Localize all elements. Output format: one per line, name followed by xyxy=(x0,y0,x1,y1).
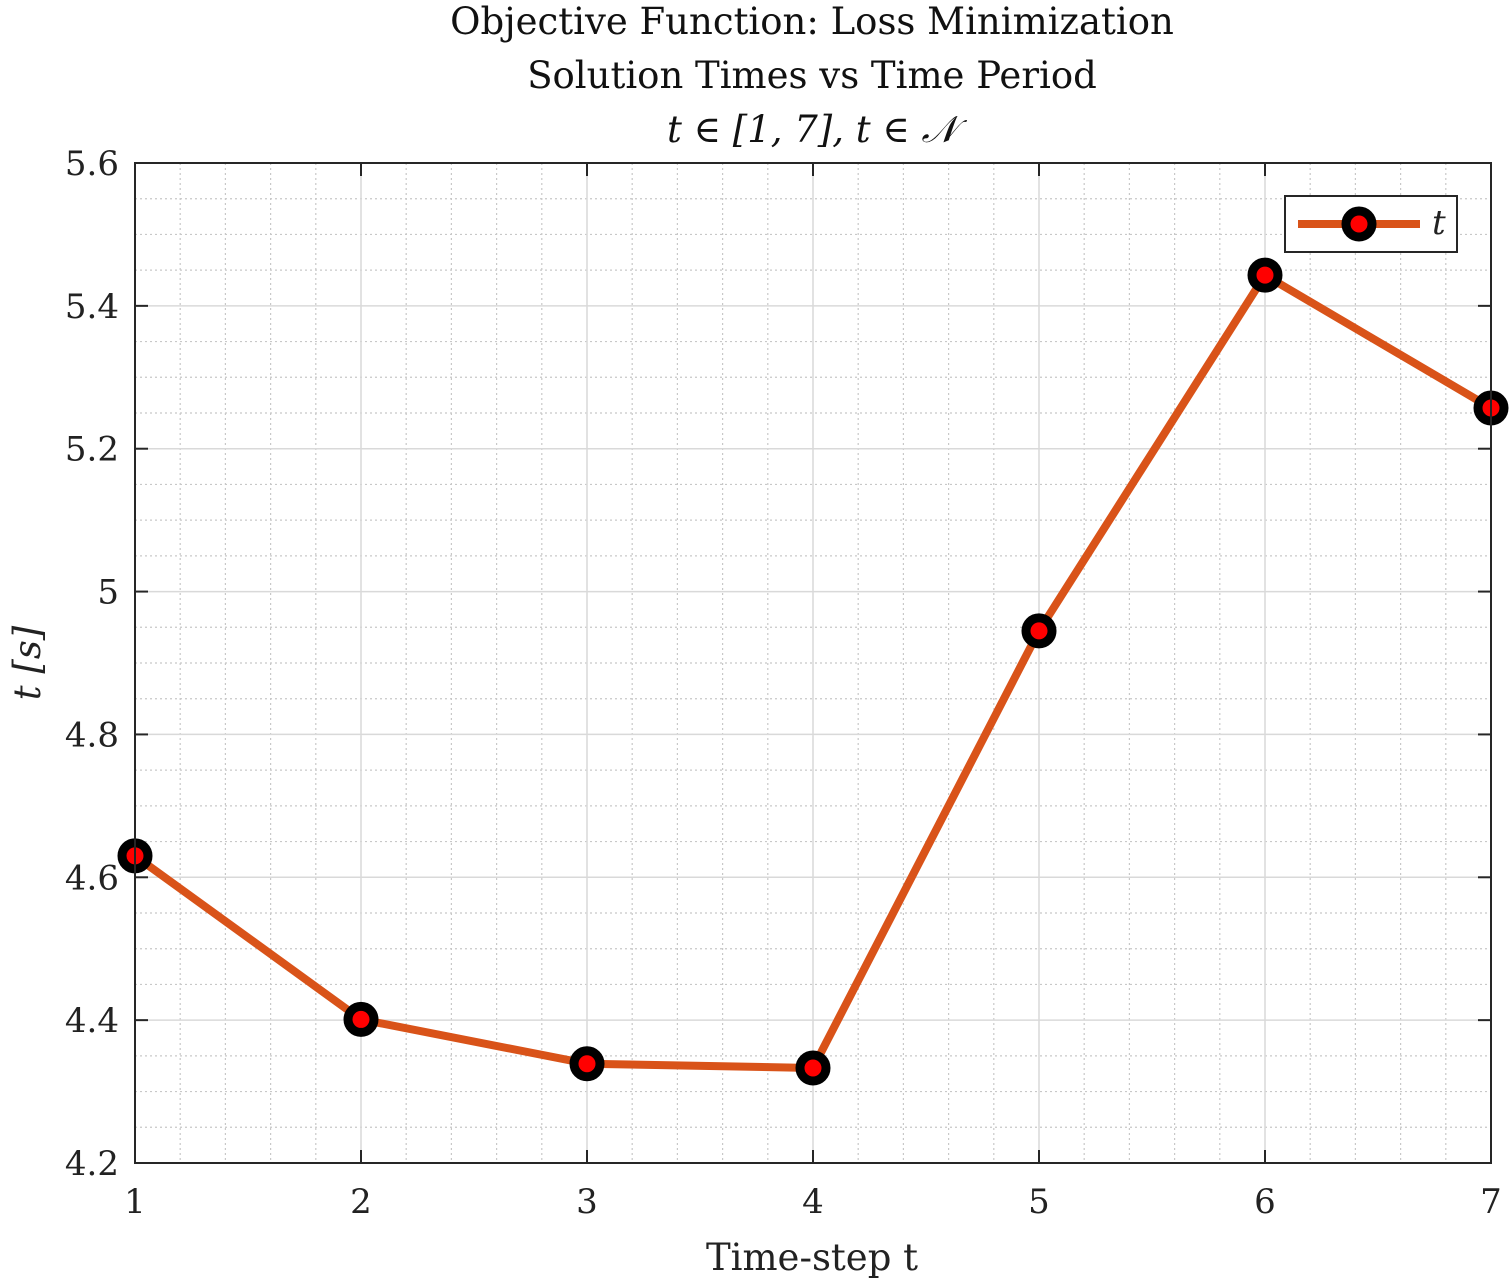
legend-marker xyxy=(1341,206,1377,242)
y-axis-label: t [s] xyxy=(6,625,49,700)
data-point xyxy=(795,1050,831,1086)
y-tick-label: 5.6 xyxy=(65,144,119,184)
legend: t xyxy=(1284,195,1458,253)
chart-title-line-3: t ∈ [1, 7], t ∈ 𝒩 xyxy=(667,108,968,151)
y-tick-label: 5.2 xyxy=(65,430,119,470)
data-point xyxy=(343,1001,379,1037)
x-tick-labels: 1 2 3 4 5 6 7 xyxy=(124,1182,1502,1222)
y-tick-labels: 4.2 4.4 4.6 4.8 5 5.2 5.4 5.6 xyxy=(65,144,119,1184)
x-tick-label: 7 xyxy=(1480,1182,1502,1222)
x-tick-label: 5 xyxy=(1028,1182,1050,1222)
x-tick-label: 6 xyxy=(1254,1182,1276,1222)
axis-ticks xyxy=(134,162,1492,1164)
y-tick-label: 4.4 xyxy=(65,1001,119,1041)
x-tick-label: 2 xyxy=(350,1182,372,1222)
x-tick-label: 3 xyxy=(576,1182,598,1222)
data-point xyxy=(1021,613,1057,649)
y-tick-label: 5 xyxy=(97,573,119,613)
data-point xyxy=(1247,257,1283,293)
y-tick-label: 4.2 xyxy=(65,1144,119,1184)
y-tick-label: 4.6 xyxy=(65,858,119,898)
legend-label: t xyxy=(1432,203,1446,243)
x-axis-label: Time-step t xyxy=(706,1236,918,1279)
y-tick-label: 4.8 xyxy=(65,715,119,755)
series-t xyxy=(117,257,1509,1086)
chart-title-line-2: Solution Times vs Time Period xyxy=(527,54,1097,97)
y-tick-label: 5.4 xyxy=(65,287,119,327)
chart-title: Objective Function: Loss Minimization So… xyxy=(450,0,1174,151)
x-tick-label: 4 xyxy=(802,1182,824,1222)
data-point xyxy=(569,1046,605,1082)
x-tick-label: 1 xyxy=(124,1182,146,1222)
chart-title-line-1: Objective Function: Loss Minimization xyxy=(450,0,1174,43)
